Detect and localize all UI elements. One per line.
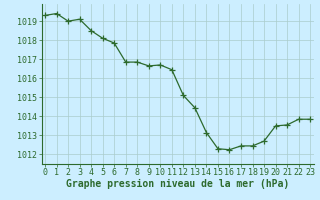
- X-axis label: Graphe pression niveau de la mer (hPa): Graphe pression niveau de la mer (hPa): [66, 179, 289, 189]
